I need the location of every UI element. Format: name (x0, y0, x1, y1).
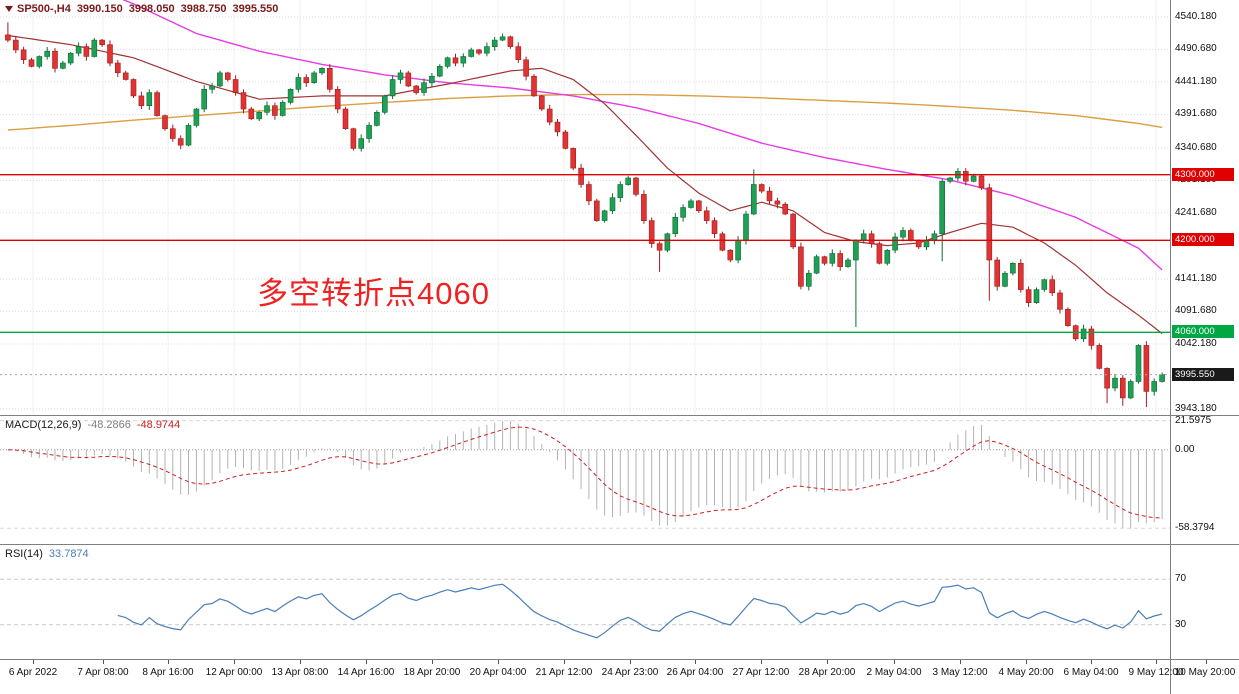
time-tick (1206, 660, 1207, 664)
time-tick (894, 660, 895, 664)
time-tick (103, 660, 104, 664)
panel-separator (0, 659, 1239, 660)
time-tick (498, 660, 499, 664)
chart-title: SP500-,H4 3990.150 3998.050 3988.750 3995.55… (5, 3, 278, 15)
open-value: 3990.150 (76, 3, 123, 15)
macd-tick: 21.5975 (1175, 414, 1212, 426)
time-label: 10 May 20:00 (1174, 667, 1236, 678)
time-label: 3 May 12:00 (932, 667, 988, 678)
time-label: 6 Apr 2022 (8, 667, 58, 678)
time-tick (168, 660, 169, 664)
time-label: 20 Apr 04:00 (469, 667, 527, 678)
time-label: 21 Apr 12:00 (535, 667, 593, 678)
ma-fast-darkred (7, 34, 1163, 335)
price-chart-canvas[interactable] (0, 0, 1170, 415)
time-label: 6 May 04:00 (1063, 667, 1119, 678)
price-tick: 4141.180 (1175, 272, 1217, 284)
price-tick: 4340.680 (1175, 141, 1217, 153)
macd-scale: 21.5975 0.00 -58.3794 (1170, 414, 1239, 544)
candlestick-series (5, 22, 1165, 408)
rsi-value: 33.7874 (48, 548, 89, 560)
rsi-canvas[interactable] (0, 545, 1170, 659)
time-tick (695, 660, 696, 664)
close-value: 3995.550 (232, 3, 279, 15)
price-tick: 3943.180 (1175, 402, 1217, 414)
time-tick (564, 660, 565, 664)
time-label: 14 Apr 16:00 (337, 667, 395, 678)
low-value: 3988.750 (180, 3, 227, 15)
price-badge-4300.000: 4300.000 (1172, 167, 1234, 181)
macd-label: MACD(12,26,9) -48.2866 -48.9744 (5, 419, 180, 431)
time-label: 2 May 04:00 (866, 667, 922, 678)
grid (0, 0, 1170, 415)
ma-mid-magenta (122, 0, 1163, 271)
price-badge-4200.000: 4200.000 (1172, 233, 1234, 247)
rsi-level: 30 (1175, 618, 1187, 630)
macd-name: MACD(12,26,9) (5, 419, 82, 431)
time-tick (432, 660, 433, 664)
time-label: 28 Apr 20:00 (798, 667, 856, 678)
price-chart-panel: 4540.180 4490.680 4441.180 4391.680 4340.680… (0, 0, 1239, 415)
time-tick (827, 660, 828, 664)
rsi-line (117, 583, 1163, 639)
price-tick: 4540.180 (1175, 10, 1217, 22)
symbol-period-label: SP500-,H4 (17, 3, 71, 15)
time-label: 8 Apr 16:00 (142, 667, 194, 678)
panel-separator (0, 415, 1239, 416)
time-tick (1026, 660, 1027, 664)
price-tick: 4241.680 (1175, 206, 1217, 218)
macd-panel: 21.5975 0.00 -58.3794 MACD(12,26,9) -48.286… (0, 414, 1239, 544)
rsi-scale: 70 30 (1170, 545, 1239, 659)
moving-averages (7, 0, 1163, 335)
macd-signal-line (7, 426, 1163, 519)
symbol-dropdown-icon[interactable] (5, 6, 13, 12)
macd-tick: -58.3794 (1175, 522, 1215, 534)
rsi-panel: 70 30 RSI(14) 33.7874 (0, 545, 1239, 659)
time-label: 7 Apr 08:00 (77, 667, 129, 678)
time-tick (761, 660, 762, 664)
time-label: 4 May 20:00 (998, 667, 1054, 678)
high-value: 3998.050 (128, 3, 175, 15)
rsi-name: RSI(14) (5, 548, 43, 560)
time-label: 24 Apr 23:00 (601, 667, 659, 678)
price-badge-4060.000: 4060.000 (1172, 325, 1234, 339)
time-tick (300, 660, 301, 664)
macd-canvas[interactable] (0, 416, 1170, 544)
ma-slow-orange (7, 93, 1163, 131)
time-label: 26 Apr 04:00 (666, 667, 724, 678)
time-tick (1156, 660, 1157, 664)
time-label: 18 Apr 20:00 (403, 667, 461, 678)
annotation-text: 多空转折点4060 (257, 276, 490, 311)
macd-tick: 0.00 (1175, 443, 1195, 455)
price-tick: 4091.680 (1175, 305, 1217, 317)
scale-divider (1170, 660, 1171, 694)
rsi-level: 70 (1175, 573, 1187, 585)
time-label: 13 Apr 08:00 (271, 667, 329, 678)
price-tick: 4042.180 (1175, 337, 1217, 349)
time-tick (234, 660, 235, 664)
time-label: 27 Apr 12:00 (732, 667, 790, 678)
macd-main-value: -48.2866 (87, 419, 131, 431)
price-tick: 4441.180 (1175, 75, 1217, 87)
time-tick (630, 660, 631, 664)
time-tick (960, 660, 961, 664)
time-axis[interactable]: 6 Apr 2022 7 Apr 08:00 8 Apr 16:00 12 Apr 0… (0, 660, 1239, 694)
macd-signal-value: -48.9744 (136, 419, 181, 431)
price-tick: 4490.680 (1175, 43, 1217, 55)
time-label: 9 May 12:00 (1128, 667, 1184, 678)
rsi-label: RSI(14) 33.7874 (5, 548, 89, 560)
time-label: 12 Apr 00:00 (205, 667, 263, 678)
price-badge-3995.550: 3995.550 (1172, 367, 1234, 381)
price-scale[interactable]: 4540.180 4490.680 4441.180 4391.680 4340.680… (1170, 0, 1239, 415)
time-tick (1091, 660, 1092, 664)
time-tick (366, 660, 367, 664)
macd-histogram (15, 420, 1163, 529)
panel-separator (0, 544, 1239, 545)
time-tick (33, 660, 34, 664)
price-tick: 4391.680 (1175, 108, 1217, 120)
